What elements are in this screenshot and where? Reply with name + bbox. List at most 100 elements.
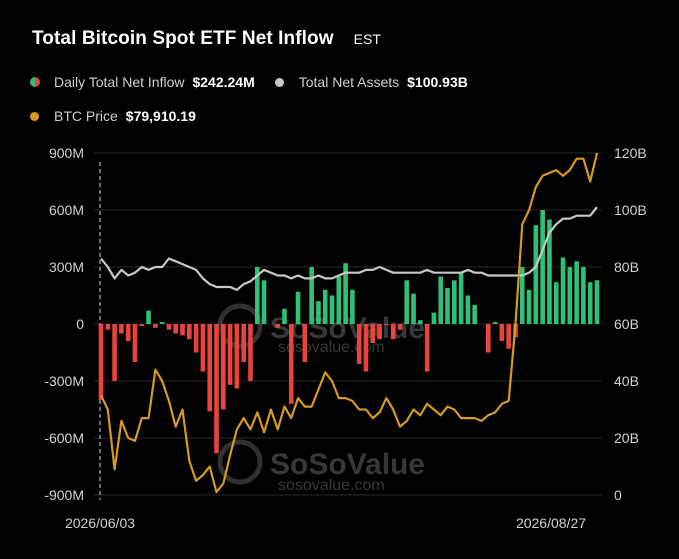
inflow-bar[interactable] [105, 324, 111, 330]
inflow-bar[interactable] [519, 267, 525, 324]
inflow-bar[interactable] [200, 324, 206, 372]
right-axis-tick: 40B [614, 373, 639, 389]
inflow-bar[interactable] [309, 267, 314, 324]
inflow-bar[interactable] [248, 324, 253, 381]
inflow-legend-value: $242.24M [192, 74, 255, 90]
inflow-bar[interactable] [316, 301, 321, 324]
inflow-bar[interactable] [254, 267, 260, 324]
left-axis-tick: -900M [44, 487, 84, 503]
inflow-bar[interactable] [261, 280, 267, 324]
inflow-bar[interactable] [146, 310, 151, 324]
left-axis-tick: 900M [49, 145, 84, 161]
inflow-bar[interactable] [560, 257, 566, 325]
inflow-bar[interactable] [356, 324, 362, 364]
inflow-bar[interactable] [465, 295, 471, 325]
inflow-bar[interactable] [336, 276, 342, 325]
btc-legend-icon [30, 111, 39, 121]
inflow-bar[interactable] [452, 280, 457, 324]
inflow-bar[interactable] [241, 324, 246, 362]
inflow-bar[interactable] [594, 280, 600, 324]
inflow-bar[interactable] [445, 287, 450, 324]
inflow-bar[interactable] [438, 276, 444, 325]
inflow-bar[interactable] [370, 324, 376, 343]
inflow-bar[interactable] [275, 324, 280, 328]
inflow-bar[interactable] [506, 324, 511, 349]
inflow-bar[interactable] [384, 324, 389, 325]
watermark-logo-icon [217, 439, 263, 485]
inflow-bar[interactable] [587, 282, 593, 324]
inflow-bar[interactable] [119, 324, 124, 334]
inflow-bar[interactable] [302, 324, 308, 362]
line-series[interactable] [100, 152, 599, 494]
inflow-bar[interactable] [282, 308, 287, 324]
inflow-bar[interactable] [288, 324, 294, 404]
left-axis-tick: 300M [49, 259, 84, 275]
inflow-bar[interactable] [485, 324, 491, 353]
inflow-bar[interactable] [234, 324, 240, 389]
btc-price-line[interactable] [100, 152, 599, 494]
right-axis-tick: 60B [614, 316, 639, 332]
inflow-bar[interactable] [132, 324, 138, 362]
inflow-bar[interactable] [390, 324, 396, 340]
inflow-bar[interactable] [499, 324, 505, 342]
inflow-bar[interactable] [431, 312, 437, 324]
inflow-legend-label: Daily Total Net Inflow [54, 74, 185, 90]
inflow-bar[interactable] [377, 324, 382, 340]
inflow-bar[interactable] [220, 324, 226, 410]
axis-labels: 900M 120B 600M 100B 300M 80B 0 60B -300M 40B -600M… [44, 145, 646, 531]
inflow-bar[interactable] [207, 324, 213, 412]
inflow-bar[interactable] [125, 324, 131, 342]
inflow-bar[interactable] [424, 324, 430, 372]
inflow-bar[interactable] [139, 324, 145, 326]
left-axis-tick: 600M [49, 202, 84, 218]
inflow-bar[interactable] [295, 291, 301, 324]
inflow-bar[interactable] [533, 225, 539, 324]
inflow-bar[interactable] [350, 289, 355, 324]
inflow-bar[interactable] [411, 293, 416, 324]
left-axis-tick: -300M [44, 373, 84, 389]
inflow-bar[interactable] [472, 305, 478, 324]
x-axis-end-label: 2026/08/27 [516, 515, 586, 531]
inflow-bar[interactable] [404, 280, 410, 324]
inflow-bar[interactable] [322, 289, 328, 324]
inflow-bar[interactable] [166, 324, 172, 330]
inflow-bar[interactable] [214, 324, 219, 454]
watermark-url: sosovalue.com [278, 477, 385, 494]
left-axis-tick: -600M [44, 430, 84, 446]
inflow-bar[interactable] [193, 324, 199, 353]
inflow-bar[interactable] [418, 320, 423, 324]
watermark-brand: SoSoValue [270, 448, 425, 481]
inflow-bar[interactable] [173, 324, 179, 334]
inflow-bar[interactable] [112, 324, 117, 381]
inflow-bar[interactable] [98, 324, 104, 400]
inflow-bars[interactable] [98, 210, 600, 454]
chart-header: Total Bitcoin Spot ETF Net Inflow EST [32, 28, 381, 50]
timezone-label: EST [353, 31, 381, 47]
inflow-bar[interactable] [329, 295, 335, 325]
inflow-bar[interactable] [187, 324, 192, 340]
inflow-bar[interactable] [567, 267, 573, 324]
inflow-bar[interactable] [458, 272, 464, 324]
inflow-legend-icon [30, 77, 40, 87]
inflow-bar[interactable] [159, 322, 165, 324]
x-axis-start-label: 2026/06/03 [65, 515, 135, 531]
inflow-bar[interactable] [343, 263, 348, 324]
inflow-bar[interactable] [581, 267, 586, 324]
inflow-bar[interactable] [547, 219, 552, 325]
inflow-bar[interactable] [180, 324, 185, 336]
grid-layer [94, 152, 602, 500]
inflow-bar[interactable] [574, 261, 579, 324]
inflow-bar[interactable] [227, 324, 233, 385]
inflow-bar[interactable] [363, 324, 369, 372]
watermark-logo-icon [217, 303, 263, 349]
watermark-url: sosovalue.com [278, 339, 385, 356]
total-net-assets-line[interactable] [100, 206, 598, 291]
inflow-bar[interactable] [492, 322, 498, 324]
inflow-bar[interactable] [526, 289, 532, 324]
inflow-bar[interactable] [153, 324, 158, 328]
inflow-bar[interactable] [553, 282, 559, 324]
inflow-bar[interactable] [397, 324, 403, 330]
inflow-bar[interactable] [540, 210, 545, 324]
right-axis-tick: 20B [614, 430, 639, 446]
